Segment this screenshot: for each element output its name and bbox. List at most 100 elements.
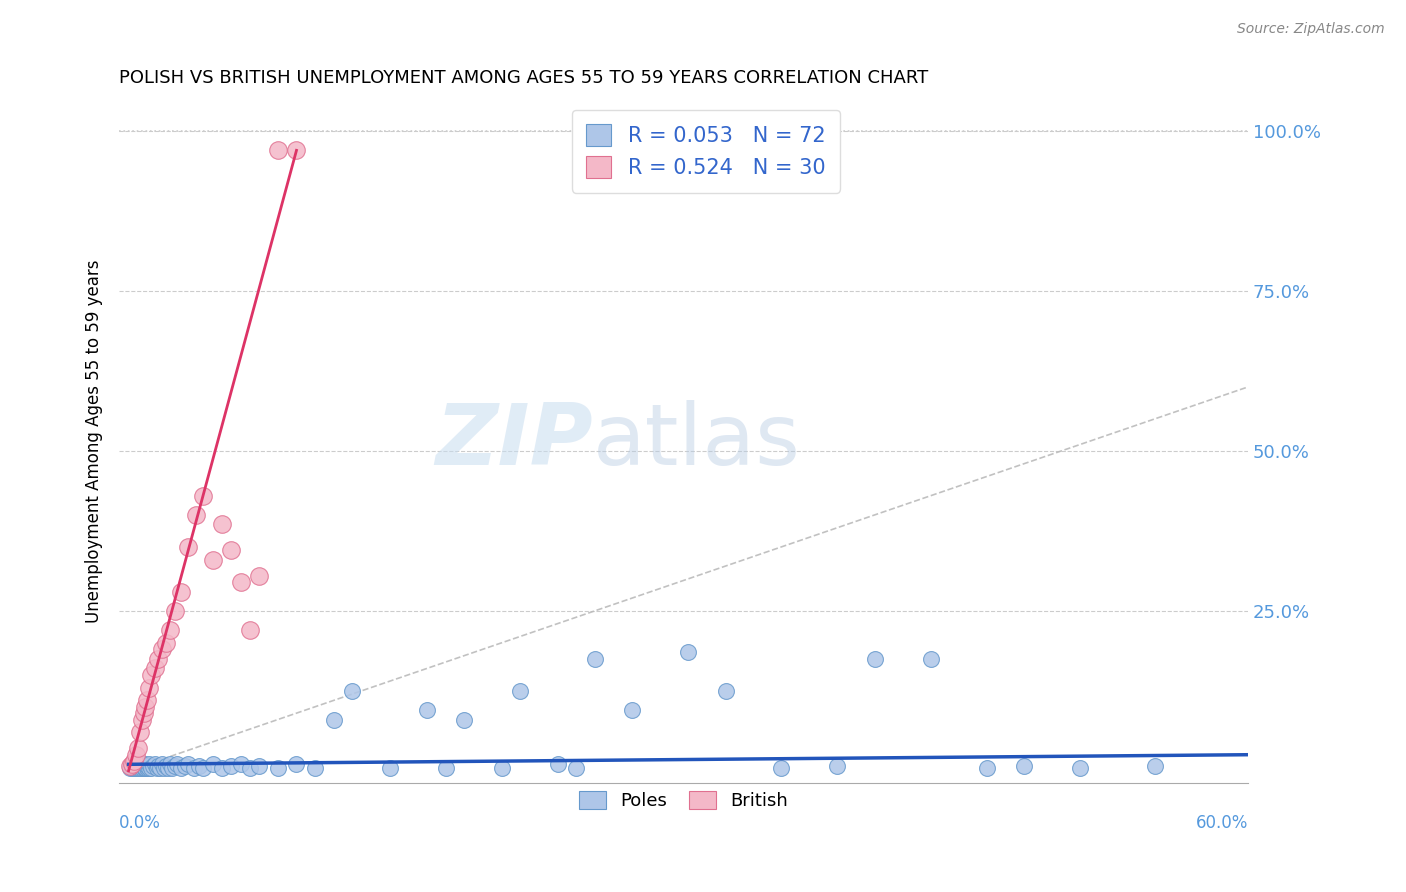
Point xyxy=(166,757,188,772)
Point xyxy=(139,760,162,774)
Point xyxy=(1143,758,1166,772)
Point xyxy=(193,489,215,503)
Point xyxy=(322,713,344,727)
Point xyxy=(131,713,153,727)
Point xyxy=(676,645,699,659)
Point xyxy=(1012,758,1035,772)
Point xyxy=(770,760,793,774)
Point xyxy=(127,757,149,772)
Point xyxy=(150,642,173,657)
Text: 0.0%: 0.0% xyxy=(120,814,162,832)
Text: POLISH VS BRITISH UNEMPLOYMENT AMONG AGES 55 TO 59 YEARS CORRELATION CHART: POLISH VS BRITISH UNEMPLOYMENT AMONG AGE… xyxy=(120,69,928,87)
Point xyxy=(131,760,153,774)
Point xyxy=(136,760,159,774)
Point xyxy=(165,758,187,772)
Text: atlas: atlas xyxy=(593,400,801,483)
Point xyxy=(121,757,143,772)
Point xyxy=(239,623,262,637)
Point xyxy=(219,758,242,772)
Point xyxy=(128,760,150,774)
Point xyxy=(453,713,475,727)
Point xyxy=(122,754,145,768)
Point xyxy=(976,760,998,774)
Point xyxy=(170,760,193,774)
Point xyxy=(159,757,181,772)
Point xyxy=(143,757,166,772)
Point xyxy=(159,623,181,637)
Point xyxy=(125,760,148,774)
Point xyxy=(122,760,145,774)
Point xyxy=(138,757,160,772)
Point xyxy=(583,652,606,666)
Point xyxy=(229,575,252,590)
Point xyxy=(342,683,364,698)
Point xyxy=(863,652,886,666)
Point xyxy=(247,568,270,582)
Point xyxy=(920,652,942,666)
Point xyxy=(177,540,200,554)
Point xyxy=(142,758,165,772)
Point xyxy=(134,757,156,772)
Legend: Poles, British: Poles, British xyxy=(569,781,797,819)
Point xyxy=(125,747,148,762)
Point xyxy=(267,144,290,158)
Point xyxy=(128,725,150,739)
Point xyxy=(247,758,270,772)
Point xyxy=(120,760,142,774)
Point xyxy=(491,760,513,774)
Point xyxy=(143,661,166,675)
Point xyxy=(229,757,252,772)
Text: ZIP: ZIP xyxy=(436,400,593,483)
Point xyxy=(183,760,205,774)
Point xyxy=(156,760,179,774)
Point xyxy=(239,760,262,774)
Point xyxy=(434,760,457,774)
Point xyxy=(155,758,177,772)
Point xyxy=(1069,760,1091,774)
Point xyxy=(136,758,159,772)
Point xyxy=(134,760,156,774)
Point xyxy=(132,760,155,774)
Point xyxy=(188,758,211,772)
Point xyxy=(211,760,233,774)
Point xyxy=(285,144,308,158)
Text: Source: ZipAtlas.com: Source: ZipAtlas.com xyxy=(1237,22,1385,37)
Point xyxy=(621,703,644,717)
Point xyxy=(139,667,162,681)
Point xyxy=(509,683,531,698)
Point xyxy=(149,760,172,774)
Point xyxy=(177,757,200,772)
Point xyxy=(121,758,143,772)
Point xyxy=(131,757,153,772)
Point xyxy=(211,517,233,532)
Point xyxy=(165,604,187,618)
Point xyxy=(416,703,439,717)
Point xyxy=(150,757,173,772)
Point xyxy=(565,760,588,774)
Point xyxy=(170,584,193,599)
Point xyxy=(138,760,160,774)
Point xyxy=(122,757,145,772)
Point xyxy=(145,760,167,774)
Point xyxy=(304,760,326,774)
Point xyxy=(547,757,569,772)
Y-axis label: Unemployment Among Ages 55 to 59 years: Unemployment Among Ages 55 to 59 years xyxy=(86,260,103,624)
Point xyxy=(267,760,290,774)
Point xyxy=(193,760,215,774)
Point xyxy=(127,741,149,756)
Point xyxy=(127,760,149,774)
Point xyxy=(120,758,142,772)
Point xyxy=(148,758,170,772)
Point xyxy=(714,683,737,698)
Point xyxy=(219,543,242,558)
Point xyxy=(121,760,143,774)
Point xyxy=(132,706,155,720)
Point xyxy=(173,758,195,772)
Text: 60.0%: 60.0% xyxy=(1195,814,1249,832)
Point xyxy=(148,652,170,666)
Point xyxy=(128,758,150,772)
Point xyxy=(132,758,155,772)
Point xyxy=(125,758,148,772)
Point xyxy=(138,681,160,695)
Point xyxy=(285,757,308,772)
